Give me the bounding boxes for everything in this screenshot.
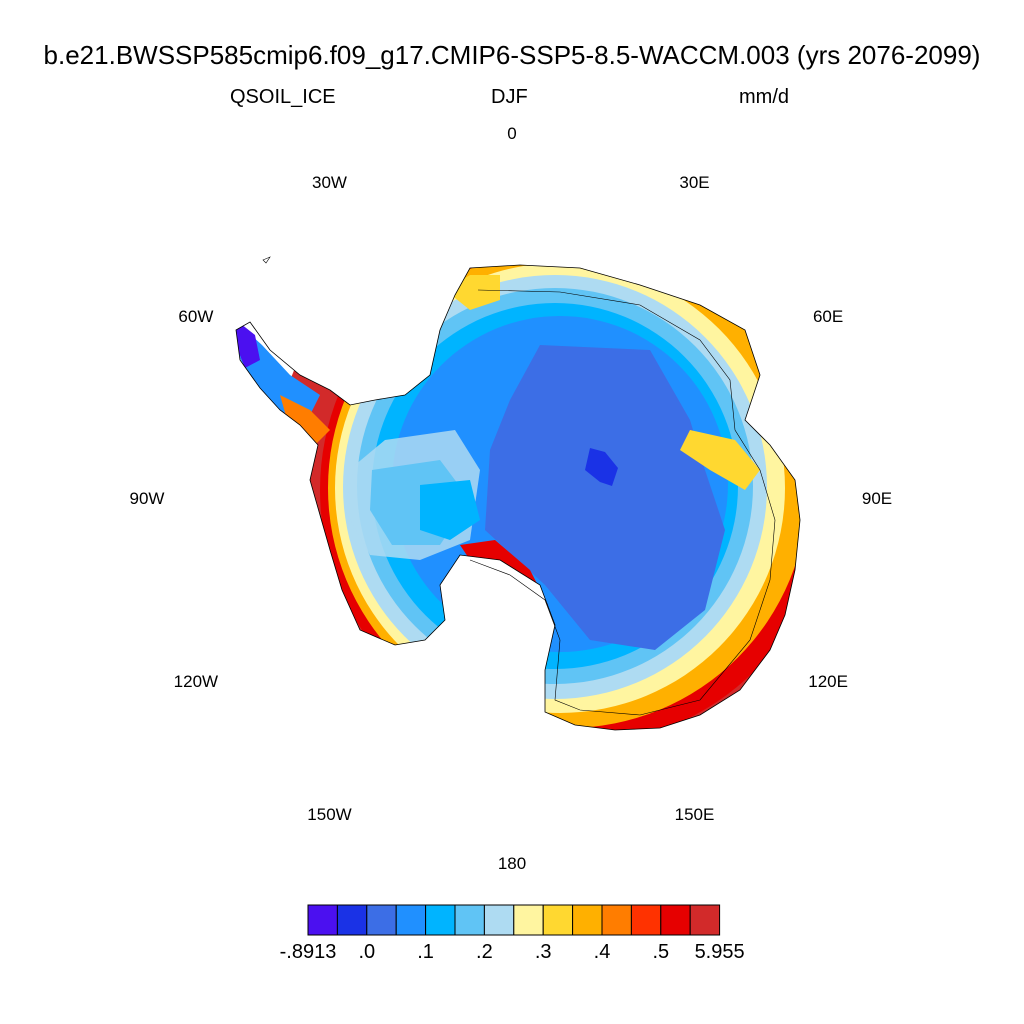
colorbar-box xyxy=(542,904,574,936)
colorbar-box xyxy=(425,904,456,936)
lon-label-90w: 90W xyxy=(129,489,165,508)
colorbar-box xyxy=(689,904,721,936)
colorbar-box xyxy=(336,904,368,936)
colorbar-label: 5.955 xyxy=(694,941,745,963)
colorbar-label: .3 xyxy=(534,941,552,963)
colorbar-label: .4 xyxy=(593,941,611,963)
colorbar-box xyxy=(395,904,427,936)
lon-label-120w: 120W xyxy=(173,671,219,691)
lon-label-180: 180 xyxy=(497,854,527,873)
island-outline xyxy=(262,256,271,264)
colorbar-label: .1 xyxy=(417,941,434,963)
colorbar-label: -.8913 xyxy=(279,941,337,963)
colorbar-box xyxy=(483,904,515,936)
lon-label-60e: 60E xyxy=(812,306,844,326)
season-label: DJF xyxy=(491,86,528,108)
coastline xyxy=(235,264,801,731)
colorbar-box xyxy=(454,904,485,936)
lon-label-0: 0 xyxy=(507,124,517,143)
plot-title: b.e21.BWSSP585cmip6.f09_g17.CMIP6-SSP5-8… xyxy=(43,40,981,70)
colorbar-box xyxy=(630,904,662,936)
colorbar-box xyxy=(660,904,691,936)
colorbar-label: .5 xyxy=(652,941,670,963)
ice-field xyxy=(236,265,800,730)
lon-label-150w: 150W xyxy=(307,805,352,825)
colorbar-box xyxy=(366,904,397,936)
lon-label-150e: 150E xyxy=(674,805,715,825)
colorbar-box xyxy=(601,904,632,936)
lon-label-90e: 90E xyxy=(861,489,893,508)
lon-label-60w: 60W xyxy=(178,306,214,326)
variable-name: QSOIL_ICE xyxy=(230,86,336,108)
lon-label-30w: 30W xyxy=(312,172,347,192)
colorbar-label: .0 xyxy=(358,941,376,963)
colorbar xyxy=(307,904,721,936)
grounding-line xyxy=(469,289,776,716)
lon-label-30e: 30E xyxy=(679,172,710,192)
interior-minimum xyxy=(585,448,618,486)
colorbar-box xyxy=(572,904,603,936)
lon-label-120e: 120E xyxy=(808,671,848,691)
colorbar-box xyxy=(307,904,338,936)
colorbar-box xyxy=(513,904,544,936)
colorbar-label: .2 xyxy=(476,941,493,963)
units-label: mm/d xyxy=(739,86,789,108)
